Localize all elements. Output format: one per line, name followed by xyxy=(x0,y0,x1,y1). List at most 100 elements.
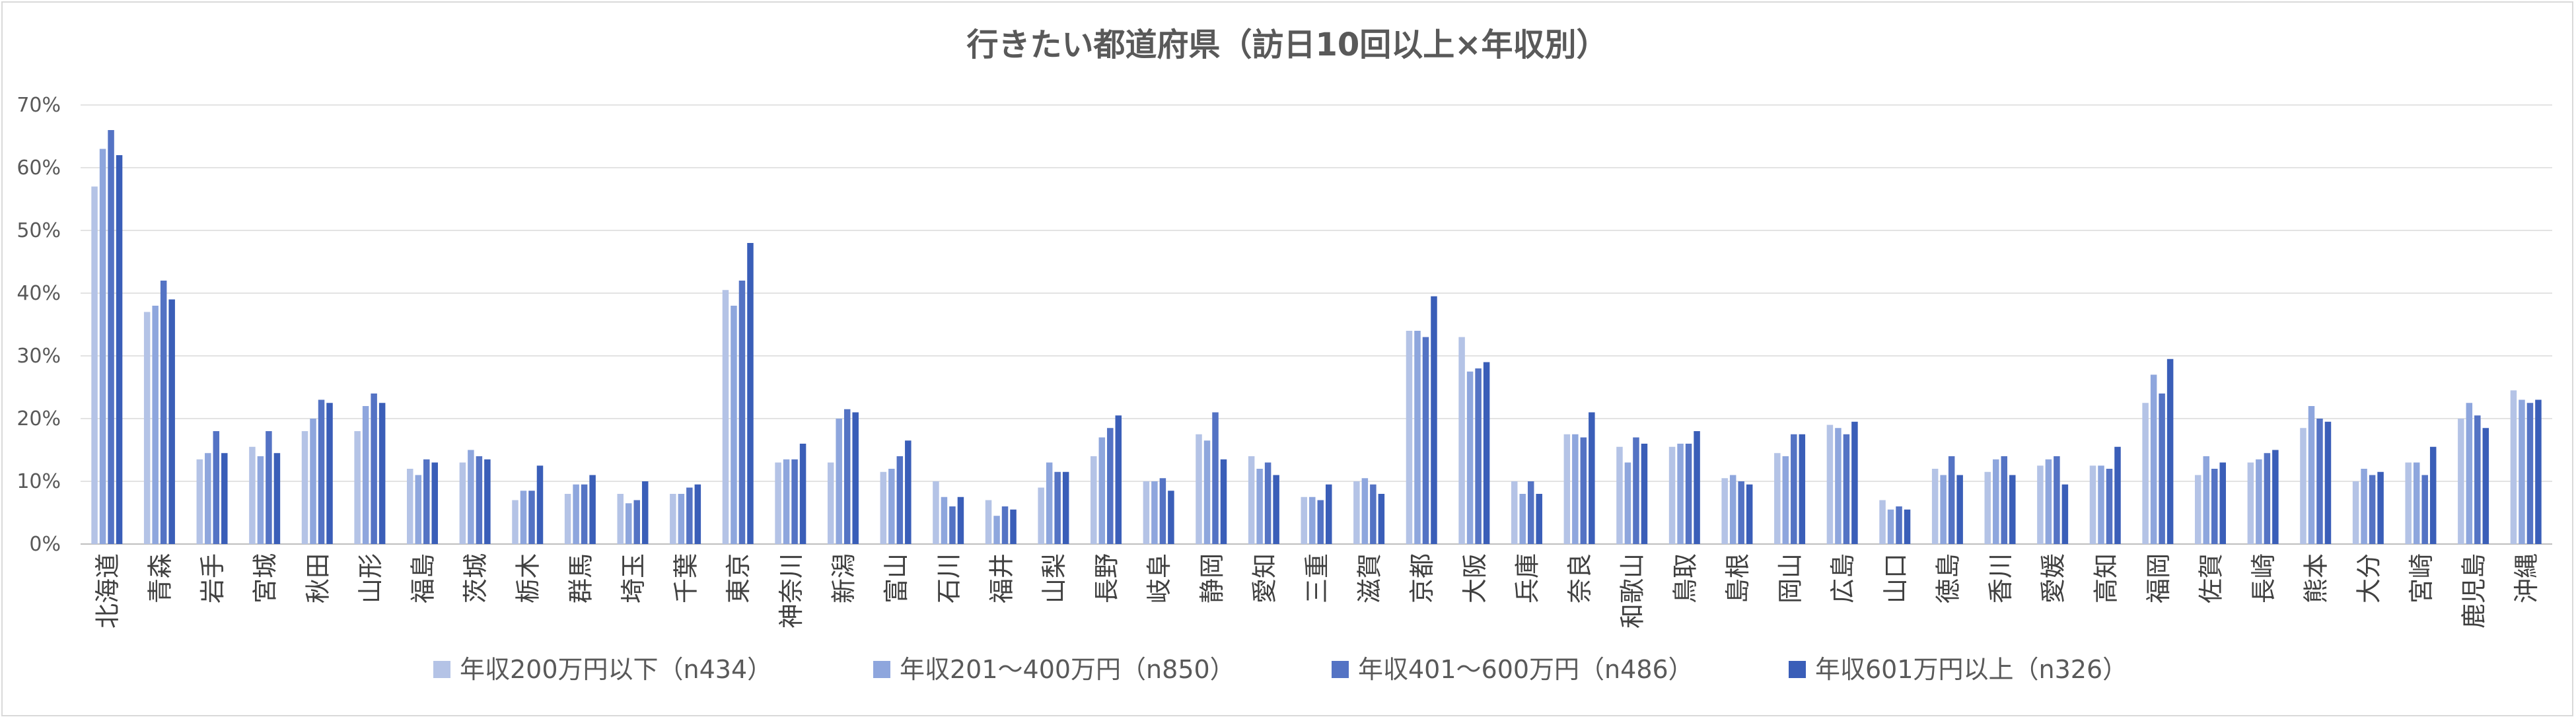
bar xyxy=(722,290,729,544)
x-tick-label: 山形 xyxy=(356,553,385,603)
chart-title: 行きたい都道府県（訪日10回以上×年収別） xyxy=(966,26,1608,63)
bar xyxy=(589,475,596,544)
bar xyxy=(221,453,228,544)
bar xyxy=(1641,444,1648,544)
bar xyxy=(2037,465,2044,544)
x-tick-label: 福岡 xyxy=(2144,553,2173,603)
bar xyxy=(1931,469,1939,544)
bar xyxy=(1159,478,1166,544)
bar xyxy=(2421,475,2428,544)
bar xyxy=(1774,453,1781,544)
bar xyxy=(1984,471,1991,544)
bar xyxy=(1466,371,1474,544)
x-tick-label: 岩手 xyxy=(198,553,227,603)
bar xyxy=(371,394,377,544)
bar xyxy=(1038,487,1044,544)
bar xyxy=(670,494,676,544)
bar xyxy=(633,500,640,544)
bar xyxy=(1326,484,1332,544)
bar xyxy=(2413,462,2420,544)
bar xyxy=(1475,368,1482,544)
bar xyxy=(196,459,203,544)
bar xyxy=(2106,469,2113,544)
bar xyxy=(273,453,281,544)
legend-swatch xyxy=(873,661,890,678)
bar xyxy=(957,496,964,544)
bar xyxy=(896,456,904,544)
x-tick-label: 千葉 xyxy=(672,553,701,603)
bar xyxy=(1212,412,1219,544)
y-tick-label: 40% xyxy=(17,282,61,305)
x-tick-label: 熊本 xyxy=(2302,553,2331,603)
bar xyxy=(1843,434,1850,544)
x-tick-label: 宮城 xyxy=(251,553,280,603)
x-tick-label: 福島 xyxy=(409,553,438,603)
x-tick-label: 鹿児島 xyxy=(2460,553,2489,629)
bar xyxy=(2009,475,2016,544)
bar xyxy=(2001,456,2008,544)
bar xyxy=(310,419,316,544)
bar xyxy=(91,186,98,544)
bar xyxy=(2482,428,2489,544)
x-tick-label: 富山 xyxy=(882,553,911,603)
bar xyxy=(1782,456,1789,544)
bar xyxy=(1791,434,1797,544)
bar xyxy=(1624,462,1631,544)
bar xyxy=(1151,481,1158,544)
bar xyxy=(2166,359,2174,544)
bar xyxy=(484,459,491,544)
y-tick-label: 20% xyxy=(17,407,61,430)
bar xyxy=(362,406,369,544)
legend-label: 年収601万円以上（n326） xyxy=(1815,655,2128,684)
bar xyxy=(1203,440,1211,544)
bar xyxy=(1248,456,1255,544)
bar xyxy=(536,465,544,544)
bar xyxy=(2203,456,2209,544)
x-tick-label: 福井 xyxy=(987,553,1016,603)
legend: 年収200万円以下（n434） 年収201～400万円（n850） 年収401～60… xyxy=(433,655,2128,684)
bar xyxy=(1616,446,1623,544)
chart-canvas: 行きたい都道府県（訪日10回以上×年収別） 0% 10% 20% 30% 40% 50% 6… xyxy=(17,26,2552,684)
bar xyxy=(933,481,939,544)
bar xyxy=(1721,478,1728,544)
bar xyxy=(573,484,579,544)
bar xyxy=(791,459,798,544)
x-tick-label: 京都 xyxy=(1408,553,1437,603)
bar xyxy=(880,471,887,544)
bar xyxy=(2466,403,2473,544)
bar xyxy=(686,487,693,544)
bar xyxy=(2352,481,2359,544)
bar xyxy=(641,481,649,544)
bar xyxy=(152,306,159,544)
bar xyxy=(459,462,466,544)
x-tick-label: 佐賀 xyxy=(2196,553,2225,603)
bar xyxy=(1993,459,1999,544)
x-tick-label: 三重 xyxy=(1303,553,1332,603)
bar xyxy=(1835,428,1842,544)
bar xyxy=(799,444,806,544)
bar xyxy=(985,500,992,544)
bar xyxy=(1115,415,1122,544)
bar xyxy=(1826,425,1834,544)
bar xyxy=(2405,462,2412,544)
bar xyxy=(1196,434,1202,544)
bar xyxy=(949,506,956,544)
bar xyxy=(1091,456,1097,544)
bar xyxy=(678,494,685,544)
bar xyxy=(2300,428,2307,544)
bar xyxy=(836,419,842,544)
bar xyxy=(1580,437,1587,544)
bar xyxy=(1309,496,1316,544)
bar xyxy=(1378,494,1385,544)
x-tick-label: 香川 xyxy=(1986,553,2015,603)
bar xyxy=(1511,481,1518,544)
bar xyxy=(1746,484,1753,544)
bar xyxy=(1887,509,1894,544)
bar xyxy=(1668,446,1676,544)
x-tick-label: 大阪 xyxy=(1460,553,1489,603)
bar xyxy=(2474,415,2481,544)
x-tick-label: 茨城 xyxy=(461,553,490,603)
x-tick-label: 島根 xyxy=(1723,553,1752,603)
bar xyxy=(625,503,632,544)
